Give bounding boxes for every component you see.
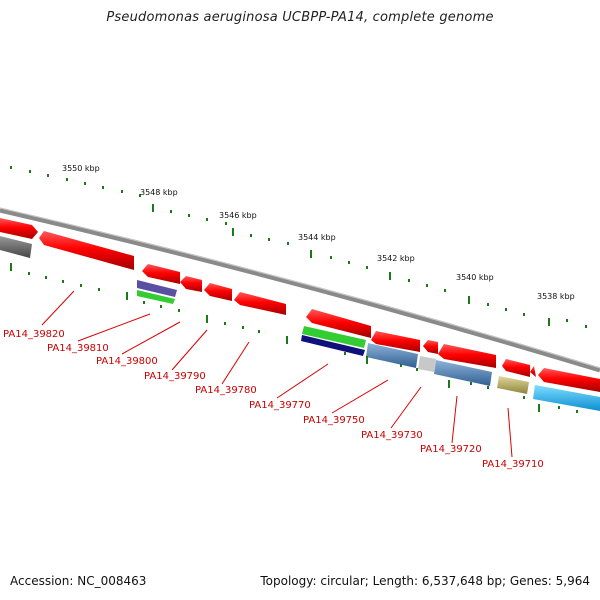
gene-label: PA14_39750	[303, 415, 365, 426]
ruler-label: 3538 kbp	[537, 292, 575, 301]
leader-line	[41, 290, 75, 326]
cog-block	[137, 290, 175, 304]
gene-label: PA14_39710	[482, 459, 544, 470]
gene-arrow	[438, 344, 496, 368]
leader-line	[171, 329, 208, 371]
leader-line	[121, 321, 181, 355]
gene-arrow	[538, 368, 600, 392]
cog-block	[137, 280, 177, 297]
cog-block	[533, 385, 600, 411]
leader-line	[331, 379, 389, 414]
gene-arrow	[39, 231, 134, 270]
gene-label: PA14_39730	[361, 430, 423, 441]
cog-block	[366, 343, 418, 368]
gene-arrow	[204, 283, 232, 301]
cog-block	[497, 376, 529, 394]
leader-line	[390, 386, 422, 429]
gene-arrow	[306, 309, 371, 338]
cog-block	[418, 356, 436, 372]
ruler-label: 3542 kbp	[377, 254, 415, 263]
genome-backbone	[0, 207, 600, 373]
gene-label: PA14_39770	[249, 400, 311, 411]
leader-line	[507, 407, 513, 458]
gene-label: PA14_39790	[144, 371, 206, 382]
gene-labels: PA14_39820 PA14_39810 PA14_39800 PA14_39…	[3, 329, 544, 470]
label-leaders	[41, 290, 513, 458]
cog-block	[434, 360, 492, 386]
ruler-label: 3540 kbp	[456, 273, 494, 282]
gene-label: PA14_39780	[195, 385, 257, 396]
gene-arrow	[234, 292, 286, 315]
gene-label: PA14_39720	[420, 444, 482, 455]
ruler-ticks-outer	[10, 166, 587, 328]
leader-line	[77, 313, 151, 342]
cog-block	[0, 236, 32, 258]
gene-label: PA14_39820	[3, 329, 65, 340]
gene-label: PA14_39800	[96, 356, 158, 367]
gene-arrow	[142, 264, 180, 284]
genome-summary-text: Topology: circular; Length: 6,537,648 bp…	[260, 574, 590, 588]
gene-label: PA14_39810	[47, 343, 109, 354]
ruler-label: 3548 kbp	[140, 188, 178, 197]
accession-text: Accession: NC_008463	[10, 574, 147, 588]
gene-arrow	[180, 276, 202, 292]
gene-arrows	[0, 218, 600, 392]
ruler-label: 3546 kbp	[219, 211, 257, 220]
leader-line	[221, 341, 250, 385]
gene-arrow	[0, 218, 38, 239]
gene-arrow	[423, 340, 438, 354]
gene-arrow	[371, 331, 420, 352]
cog-block	[301, 335, 365, 356]
cog-blocks	[0, 236, 600, 411]
gene-arrow	[530, 366, 536, 377]
map-title: Pseudomonas aeruginosa UCBPP-PA14, compl…	[106, 10, 494, 25]
leader-line	[276, 363, 329, 399]
ruler-label: 3544 kbp	[298, 233, 336, 242]
ruler-ticks-inner	[10, 263, 578, 413]
ruler-label: 3550 kbp	[62, 164, 100, 173]
gene-arrow	[502, 359, 530, 377]
ruler-labels: 3550 kbp 3548 kbp 3546 kbp 3544 kbp 3542…	[62, 164, 575, 301]
cog-block	[302, 326, 366, 348]
genome-backbone-highlight	[0, 207, 600, 369]
leader-line	[451, 395, 458, 444]
